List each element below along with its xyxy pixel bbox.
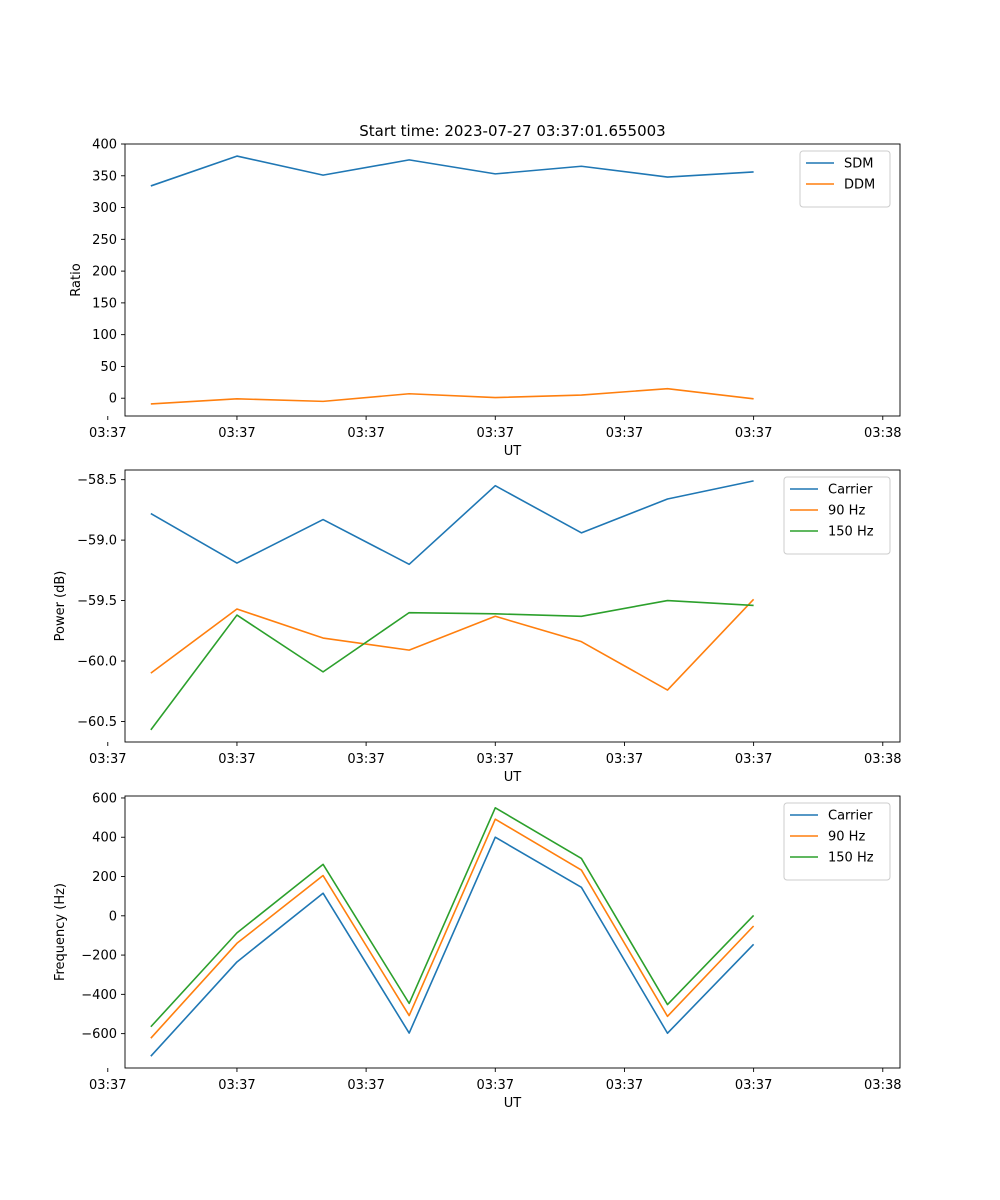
x-tick-label: 03:37 (477, 752, 514, 767)
figure-title: Start time: 2023-07-27 03:37:01.655003 (359, 122, 665, 140)
x-tick-label: 03:37 (347, 1078, 384, 1093)
series-line-carrier (150, 480, 754, 566)
legend-entry: 90 Hz (828, 504, 865, 519)
x-tick-label: 03:37 (347, 426, 384, 441)
x-tick-label: 03:38 (864, 426, 901, 441)
legend-entry: 150 Hz (828, 851, 874, 866)
panels: 03:37 03:37 03:37 03:37 03:37 03:37 03:38 0 50 10… (53, 138, 902, 1112)
x-tick-label: 03:37 (218, 1078, 255, 1093)
y-tick-label: −59.5 (77, 594, 117, 609)
y-tick-label: −400 (81, 988, 117, 1003)
y-tick-label: −60.5 (77, 715, 117, 730)
legend-entry: 150 Hz (828, 525, 874, 540)
series-line-150-hz (150, 806, 755, 1028)
x-axis-label: UT (504, 1096, 522, 1111)
series-line-90-hz (150, 598, 755, 691)
y-tick-label: −58.5 (77, 473, 117, 488)
y-tick-label: 0 (109, 909, 117, 924)
x-axis-label: UT (504, 770, 522, 785)
x-tick-label: 03:37 (218, 752, 255, 767)
x-tick-label: 03:38 (864, 1078, 901, 1093)
x-tick-label: 03:37 (606, 1078, 643, 1093)
y-tick-label: 0 (109, 392, 117, 407)
x-tick-label: 03:37 (735, 426, 772, 441)
x-tick-label: 03:37 (347, 752, 384, 767)
y-tick-label: 150 (92, 296, 117, 311)
legend-box (799, 150, 891, 208)
y-tick-label: −600 (81, 1027, 117, 1042)
legend: Carrier 90 Hz 150 Hz (783, 476, 891, 555)
series-line-carrier (150, 836, 755, 1057)
x-tick-label: 03:37 (735, 1078, 772, 1093)
legend-entry: SDM (844, 157, 873, 172)
y-tick-label: 350 (92, 169, 117, 184)
axes-frame (124, 795, 901, 1069)
x-tick-label: 03:37 (606, 426, 643, 441)
x-tick-label: 03:37 (89, 752, 126, 767)
y-axis-label: Power (dB) (53, 571, 68, 642)
y-tick-label: 250 (92, 233, 117, 248)
x-tick-label: 03:37 (89, 426, 126, 441)
series-line-90-hz (150, 818, 755, 1039)
x-axis-label: UT (504, 444, 522, 459)
y-tick-label: 400 (92, 831, 117, 846)
x-tick-label: 03:38 (864, 752, 901, 767)
legend: Carrier 90 Hz 150 Hz (783, 802, 891, 881)
y-tick-label: −200 (81, 949, 117, 964)
x-tick-label: 03:37 (477, 1078, 514, 1093)
y-tick-label: 50 (100, 360, 117, 375)
legend: SDM DDM (799, 150, 891, 208)
y-axis-label: Frequency (Hz) (53, 883, 68, 981)
legend-entry: 90 Hz (828, 830, 865, 845)
legend-entry: DDM (844, 178, 875, 193)
y-tick-label: −59.0 (77, 534, 117, 549)
legend-box (783, 476, 891, 555)
x-tick-label: 03:37 (606, 752, 643, 767)
panel-1: 03:37 03:37 03:37 03:37 03:37 03:37 03:38 0 50 10… (69, 138, 902, 460)
legend-entry: Carrier (828, 483, 873, 498)
panel-3: 03:37 03:37 03:37 03:37 03:37 03:37 03:38 −600 −… (53, 791, 902, 1111)
y-tick-label: 100 (92, 328, 117, 343)
x-tick-label: 03:37 (735, 752, 772, 767)
y-tick-label: 600 (92, 791, 117, 806)
series-line-150-hz (150, 599, 754, 731)
y-tick-label: 200 (92, 870, 117, 885)
y-axis-label: Ratio (69, 263, 84, 296)
legend-entry: Carrier (828, 809, 873, 824)
y-tick-label: 200 (92, 265, 117, 280)
series-line-sdm (150, 155, 754, 187)
x-tick-label: 03:37 (218, 426, 255, 441)
series-line-ddm (150, 387, 754, 405)
panel-2: 03:37 03:37 03:37 03:37 03:37 03:37 03:38 −60.5… (53, 469, 902, 785)
legend-box (783, 802, 891, 881)
x-tick-label: 03:37 (89, 1078, 126, 1093)
axes-frame (124, 469, 901, 743)
y-tick-label: 300 (92, 201, 117, 216)
y-tick-label: 400 (92, 138, 117, 153)
axes-frame (124, 143, 901, 417)
y-tick-label: −60.0 (77, 655, 117, 670)
x-tick-label: 03:37 (477, 426, 514, 441)
